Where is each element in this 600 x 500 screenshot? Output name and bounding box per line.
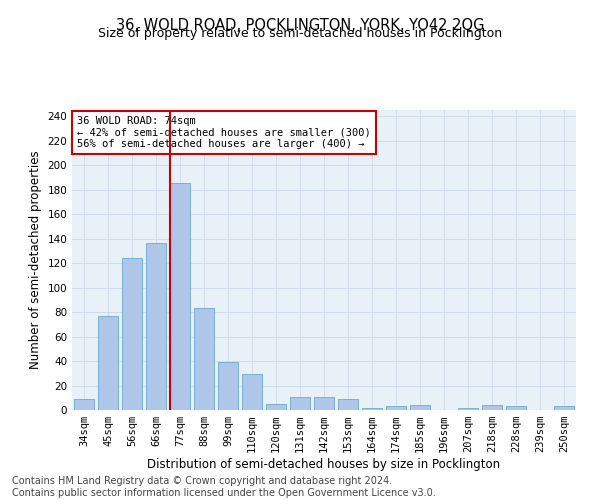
- Text: Size of property relative to semi-detached houses in Pocklington: Size of property relative to semi-detach…: [98, 28, 502, 40]
- Text: 36 WOLD ROAD: 74sqm
← 42% of semi-detached houses are smaller (300)
56% of semi-: 36 WOLD ROAD: 74sqm ← 42% of semi-detach…: [77, 116, 371, 149]
- X-axis label: Distribution of semi-detached houses by size in Pocklington: Distribution of semi-detached houses by …: [148, 458, 500, 471]
- Bar: [506, 406, 526, 410]
- Bar: [170, 184, 190, 410]
- Bar: [554, 406, 574, 410]
- Text: Contains HM Land Registry data © Crown copyright and database right 2024.
Contai: Contains HM Land Registry data © Crown c…: [12, 476, 436, 498]
- Bar: [122, 258, 142, 410]
- Bar: [314, 396, 334, 410]
- Bar: [410, 405, 430, 410]
- Bar: [482, 405, 502, 410]
- Bar: [218, 362, 238, 410]
- Bar: [458, 408, 478, 410]
- Bar: [74, 399, 94, 410]
- Bar: [98, 316, 118, 410]
- Bar: [386, 406, 406, 410]
- Bar: [338, 399, 358, 410]
- Bar: [362, 408, 382, 410]
- Bar: [242, 374, 262, 410]
- Bar: [194, 308, 214, 410]
- Text: 36, WOLD ROAD, POCKLINGTON, YORK, YO42 2QG: 36, WOLD ROAD, POCKLINGTON, YORK, YO42 2…: [116, 18, 484, 32]
- Y-axis label: Number of semi-detached properties: Number of semi-detached properties: [29, 150, 42, 370]
- Bar: [146, 244, 166, 410]
- Bar: [290, 396, 310, 410]
- Bar: [266, 404, 286, 410]
